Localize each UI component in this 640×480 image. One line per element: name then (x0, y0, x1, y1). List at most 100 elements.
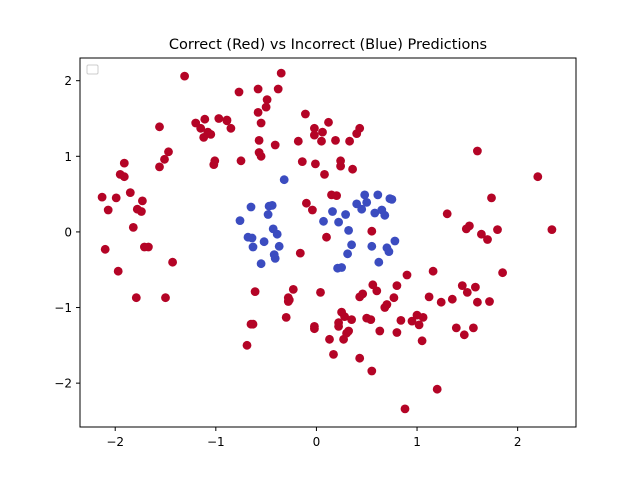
correct-point-135 (334, 322, 343, 331)
correct-point-89 (366, 315, 376, 324)
incorrect-point-23 (347, 240, 356, 250)
x-tick-label-1: −1 (207, 435, 225, 449)
correct-point-69 (322, 232, 331, 242)
y-axis: −2 −1 0 1 2 (54, 74, 80, 391)
correct-point-134 (347, 315, 356, 324)
incorrect-point-33 (380, 210, 390, 220)
correct-point-103 (424, 292, 434, 302)
correct-point-72 (331, 136, 340, 145)
correct-point-105 (432, 384, 442, 394)
y-tick-label-4: 2 (64, 74, 72, 88)
correct-point-56 (297, 157, 307, 167)
x-axis: −2 −1 0 1 2 (106, 427, 521, 449)
correct-point-36 (236, 156, 246, 166)
correct-point-117 (473, 297, 482, 307)
correct-point-122 (493, 225, 502, 235)
correct-point-65 (316, 288, 325, 297)
incorrect-point-30 (373, 190, 383, 200)
correct-point-40 (253, 84, 263, 94)
correct-point-118 (473, 146, 482, 156)
correct-point-8 (125, 188, 135, 198)
x-tick-label-4: 2 (514, 435, 522, 449)
correct-point-17 (155, 162, 164, 172)
correct-point-20 (164, 147, 173, 157)
correct-point-101 (417, 336, 427, 346)
correct-point-106 (436, 297, 446, 307)
correct-point-130 (325, 334, 334, 344)
correct-point-64 (310, 322, 319, 331)
correct-point-102 (418, 313, 428, 322)
correct-point-113 (462, 288, 472, 297)
correct-point-114 (465, 221, 474, 231)
correct-point-15 (144, 242, 153, 252)
correct-point-87 (358, 289, 368, 299)
incorrect-point-37 (390, 236, 400, 246)
correct-point-133 (392, 328, 402, 337)
incorrect-point-39 (334, 217, 343, 227)
correct-point-16 (155, 122, 164, 132)
incorrect-point-20 (341, 210, 350, 219)
incorrect-point-29 (370, 208, 380, 218)
correct-point-28 (206, 130, 216, 139)
incorrect-point-3 (247, 233, 257, 243)
correct-point-104 (428, 266, 438, 276)
correct-point-107 (442, 209, 452, 219)
correct-point-129 (329, 350, 338, 359)
correct-point-34 (226, 123, 236, 133)
correct-point-33 (222, 115, 232, 125)
correct-point-19 (161, 293, 170, 303)
correct-point-42 (254, 136, 264, 145)
correct-point-59 (308, 205, 317, 215)
correct-point-81 (344, 326, 353, 336)
incorrect-point-15 (279, 175, 289, 185)
correct-point-37 (242, 340, 252, 350)
correct-point-30 (210, 156, 220, 166)
correct-point-53 (288, 285, 298, 294)
chart-title: Correct (Red) vs Incorrect (Blue) Predic… (169, 37, 487, 53)
correct-point-121 (487, 193, 496, 203)
empty-legend-box (86, 64, 99, 75)
correct-point-61 (310, 130, 319, 140)
correct-point-66 (317, 136, 326, 146)
correct-point-22 (180, 71, 190, 81)
correct-point-138 (485, 297, 494, 306)
correct-point-108 (447, 294, 457, 304)
correct-point-46 (261, 102, 271, 112)
incorrect-point-38 (382, 243, 392, 253)
incorrect-point-5 (256, 259, 266, 269)
x-tick-label-3: 1 (413, 435, 421, 449)
incorrect-point-2 (246, 202, 256, 212)
correct-point-94 (389, 293, 399, 303)
correct-point-4 (113, 266, 123, 276)
correct-point-132 (270, 140, 280, 150)
y-tick-label-0: −2 (54, 377, 72, 391)
correct-point-95 (392, 281, 402, 290)
incorrect-point-26 (360, 190, 370, 200)
incorrect-point-0 (235, 216, 245, 226)
correct-point-83 (348, 164, 357, 174)
correct-point-119 (477, 229, 486, 239)
correct-point-131 (246, 319, 256, 329)
correct-point-85 (355, 123, 365, 133)
correct-point-50 (281, 313, 291, 322)
correct-point-96 (396, 316, 406, 325)
correct-point-24 (196, 123, 206, 133)
correct-point-0 (97, 192, 107, 202)
incorrect-point-4 (248, 242, 258, 252)
incorrect-point-7 (263, 210, 273, 219)
incorrect-point-17 (328, 207, 337, 216)
correct-point-127 (367, 366, 377, 376)
correct-point-137 (284, 295, 294, 305)
y-tick-label-1: −1 (54, 301, 72, 315)
correct-point-6 (119, 172, 129, 182)
correct-point-139 (367, 226, 377, 236)
correct-point-26 (200, 114, 210, 124)
plot-frame (79, 57, 577, 428)
incorrect-point-25 (357, 204, 367, 214)
correct-point-41 (253, 108, 263, 117)
correct-point-126 (400, 404, 410, 414)
correct-point-124 (533, 172, 543, 182)
correct-point-48 (273, 84, 283, 94)
